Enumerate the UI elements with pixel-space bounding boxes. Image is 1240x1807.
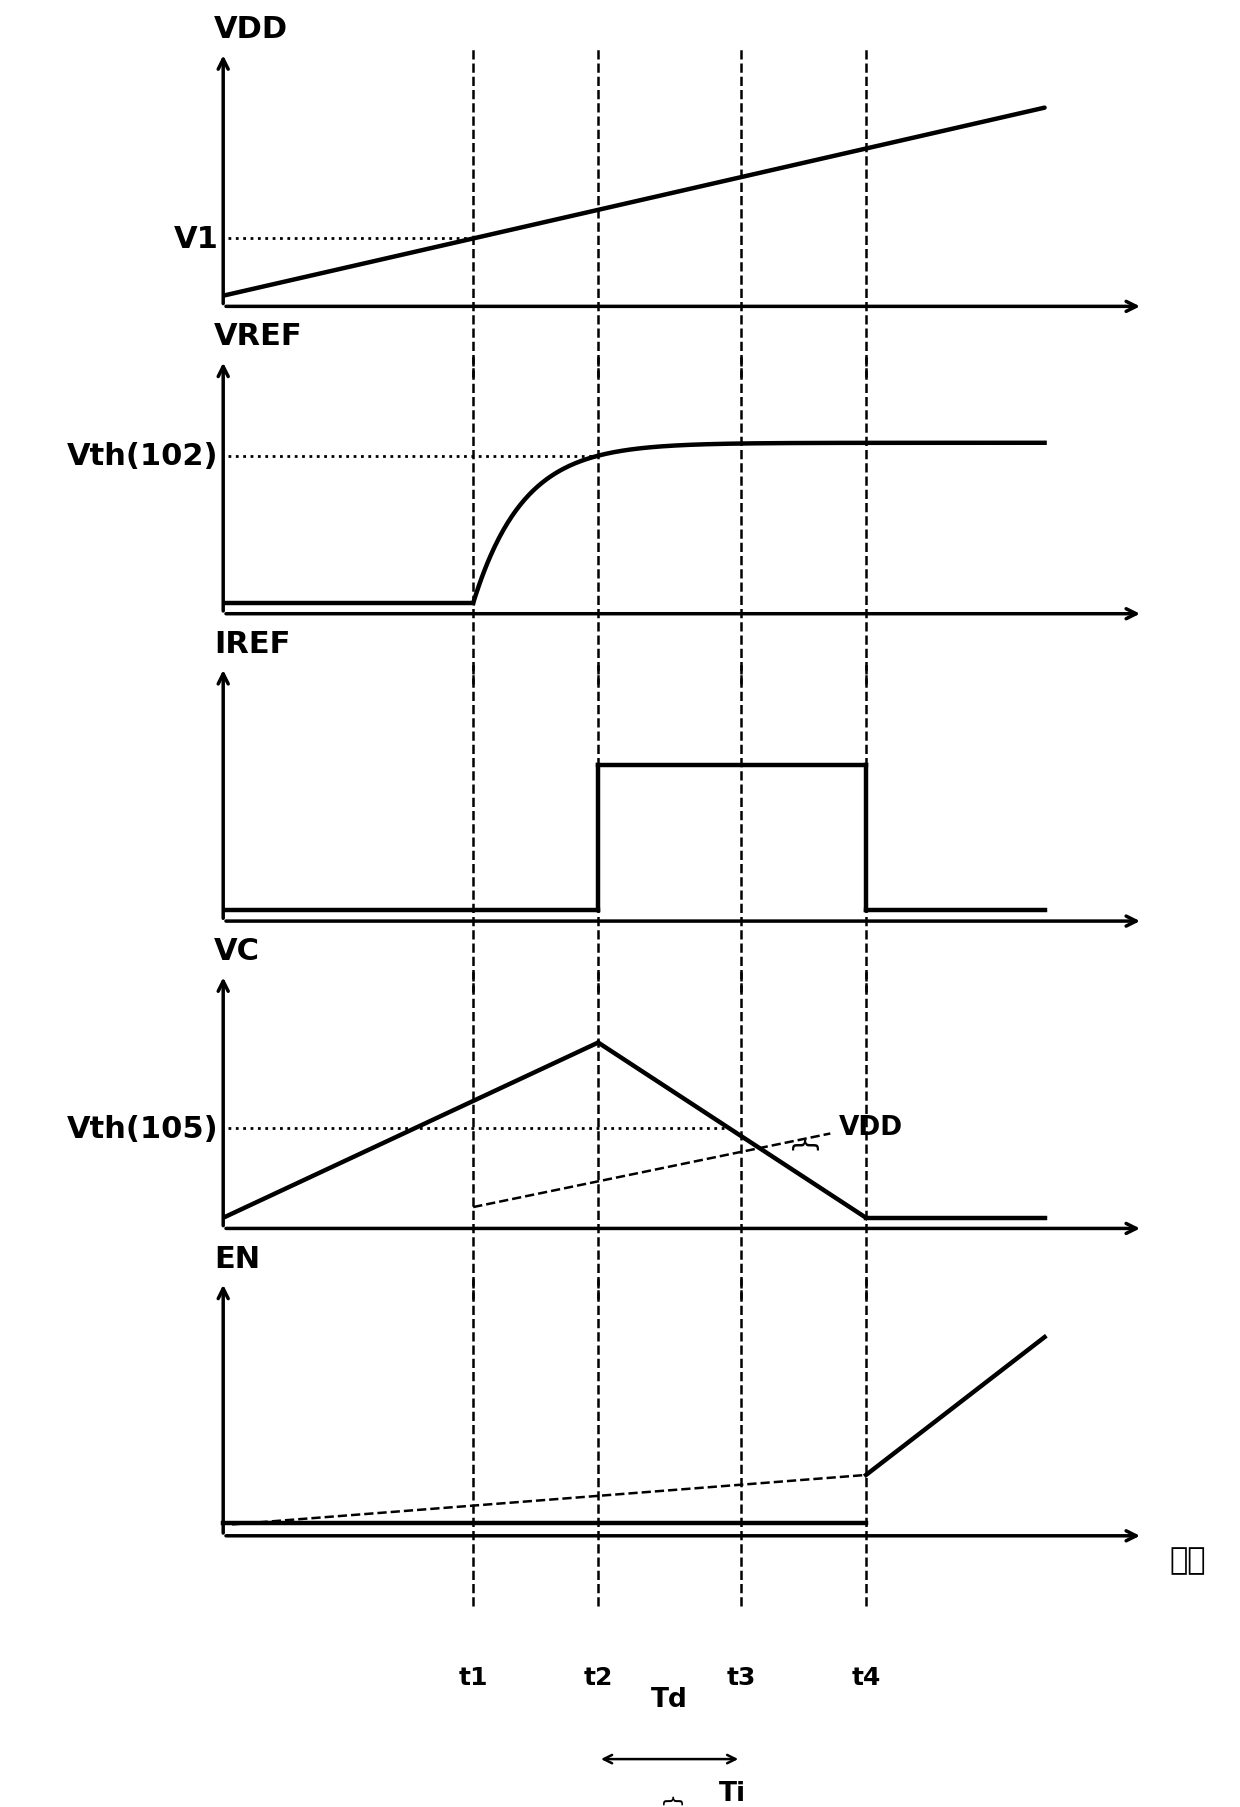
Text: Td: Td [651, 1686, 688, 1713]
Text: EN: EN [215, 1243, 260, 1272]
Text: t4: t4 [852, 1666, 880, 1690]
Text: VDD: VDD [839, 1115, 904, 1140]
Text: IREF: IREF [215, 629, 290, 658]
Text: 时间: 时间 [1169, 1545, 1207, 1574]
Text: t3: t3 [727, 1666, 755, 1690]
Text: Ti: Ti [718, 1780, 745, 1807]
Text: t2: t2 [584, 1666, 613, 1690]
Text: Vth(102): Vth(102) [67, 443, 218, 472]
Text: {: { [660, 1794, 680, 1807]
Text: VDD: VDD [215, 14, 289, 43]
Text: t1: t1 [459, 1666, 487, 1690]
Text: }: } [790, 1131, 817, 1149]
Text: Vth(105): Vth(105) [67, 1113, 218, 1142]
Text: VREF: VREF [215, 322, 303, 351]
Text: VC: VC [215, 936, 260, 965]
Text: V1: V1 [174, 224, 218, 253]
